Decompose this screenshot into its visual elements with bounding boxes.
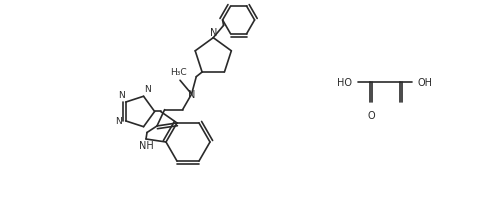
Text: O: O xyxy=(367,110,375,120)
Text: N: N xyxy=(188,90,196,100)
Text: H₃C: H₃C xyxy=(170,68,186,77)
Text: OH: OH xyxy=(418,78,433,87)
Text: N: N xyxy=(115,117,122,126)
Text: N: N xyxy=(144,85,152,94)
Text: HO: HO xyxy=(337,78,352,87)
Text: N: N xyxy=(209,27,217,38)
Text: NH: NH xyxy=(139,141,153,151)
Text: N: N xyxy=(118,91,125,100)
